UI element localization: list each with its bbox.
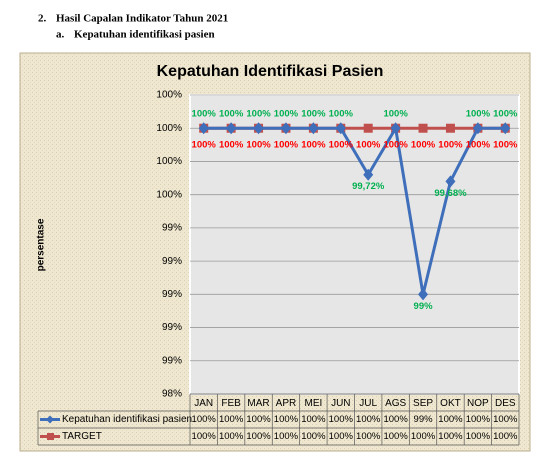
heading-number: 2. <box>38 13 47 25</box>
data-label: 100% <box>493 109 518 120</box>
table-cell: 100% <box>219 414 244 425</box>
data-label: 100% <box>192 140 217 151</box>
table-cell: 100% <box>246 431 271 442</box>
table-cell: 100% <box>438 414 463 425</box>
y-tick-label: 98% <box>162 389 182 400</box>
point-marker <box>418 123 428 133</box>
table-cell: 100% <box>301 414 326 425</box>
data-label: 100% <box>219 140 244 151</box>
table-cell: 100% <box>246 414 271 425</box>
data-label: 100% <box>329 140 354 151</box>
data-label: 100% <box>301 140 326 151</box>
x-tick-label: APR <box>276 398 297 409</box>
point-marker <box>418 288 429 301</box>
x-tick-label: JUN <box>331 398 350 409</box>
point-marker <box>363 123 373 133</box>
x-tick-label: DES <box>495 398 516 409</box>
table-cell: 100% <box>329 431 354 442</box>
data-label: 100% <box>192 109 217 120</box>
data-label: 100% <box>493 140 518 151</box>
point-marker <box>500 122 511 135</box>
data-label: 100% <box>356 140 381 151</box>
point-marker <box>445 175 456 188</box>
legend-label: TARGET <box>62 431 102 442</box>
x-tick-label: AGS <box>385 398 406 409</box>
table-cell: 99% <box>414 414 434 425</box>
table-cell: 100% <box>301 431 326 442</box>
legend-marker <box>46 415 54 424</box>
data-label: 99% <box>414 301 434 312</box>
data-label: 99,68% <box>434 188 467 199</box>
x-tick-label: NOP <box>467 398 489 409</box>
x-tick-label: MAR <box>247 398 269 409</box>
y-tick-label: 99% <box>162 355 182 366</box>
y-tick-label: 99% <box>162 322 182 333</box>
table-cell: 100% <box>356 431 381 442</box>
point-marker <box>226 122 237 135</box>
chart-layer: 98%99%99%99%99%99%100%100%100%100%JAN FEB… <box>37 90 520 446</box>
subheading-letter: a. <box>56 29 65 41</box>
table-cell: 100% <box>493 431 518 442</box>
y-tick-label: 100% <box>156 90 182 101</box>
data-label: 100% <box>274 140 299 151</box>
data-label: 100% <box>383 109 408 120</box>
y-tick-label: 99% <box>162 223 182 234</box>
table-cell: 100% <box>356 414 381 425</box>
table-cell: 100% <box>411 431 436 442</box>
y-tick-label: 99% <box>162 289 182 300</box>
table-cell: 100% <box>493 414 518 425</box>
table-cell: 100% <box>466 414 491 425</box>
point-marker <box>198 122 209 135</box>
data-label: 100% <box>301 109 326 120</box>
legend-marker <box>47 433 54 440</box>
subheading: Kepatuhan identifikasi pasien <box>74 29 215 41</box>
x-tick-label: FEB <box>221 398 241 409</box>
data-label: 100% <box>438 140 463 151</box>
point-marker <box>253 122 264 135</box>
point-marker <box>472 122 483 135</box>
data-label: 100% <box>246 140 271 151</box>
data-label: 99,72% <box>352 181 385 192</box>
table-cell: 100% <box>438 431 463 442</box>
table-cell: 100% <box>274 431 299 442</box>
point-marker <box>445 123 455 133</box>
table-cell: 100% <box>383 431 408 442</box>
data-label: 100% <box>411 140 436 151</box>
y-axis-label: persentase <box>36 218 47 271</box>
data-label: 100% <box>466 109 491 120</box>
data-label: 100% <box>246 109 271 120</box>
y-tick-label: 99% <box>162 256 182 267</box>
table-cell: 100% <box>219 431 244 442</box>
x-tick-label: MEI <box>304 398 322 409</box>
point-marker <box>363 168 374 181</box>
point-marker <box>390 122 401 135</box>
x-tick-label: OKT <box>440 398 461 409</box>
table-cell: 100% <box>192 431 217 442</box>
y-tick-label: 100% <box>156 123 182 134</box>
table-cell: 100% <box>466 431 491 442</box>
point-marker <box>280 122 291 135</box>
table-cell: 100% <box>274 414 299 425</box>
table-cell: 100% <box>329 414 354 425</box>
table-cell: 100% <box>383 414 408 425</box>
data-label: 100% <box>219 109 244 120</box>
x-tick-label: SEP <box>413 398 433 409</box>
chart-title: Kepatuhan Identifikasi Pasien <box>157 63 384 80</box>
y-tick-label: 100% <box>156 189 182 200</box>
point-marker <box>308 122 319 135</box>
heading: Hasil Capalan Indikator Tahun 2021 <box>56 13 228 25</box>
data-label: 100% <box>383 140 408 151</box>
data-label: 100% <box>274 109 299 120</box>
table-cell: 100% <box>192 414 217 425</box>
x-tick-label: JAN <box>194 398 213 409</box>
data-label: 100% <box>329 109 354 120</box>
data-label: 100% <box>466 140 491 151</box>
plot-area <box>189 94 520 395</box>
point-marker <box>335 122 346 135</box>
x-tick-label: JUL <box>359 398 377 409</box>
y-tick-label: 100% <box>156 156 182 167</box>
legend-label: Kepatuhan identifikasi pasien <box>62 414 192 425</box>
